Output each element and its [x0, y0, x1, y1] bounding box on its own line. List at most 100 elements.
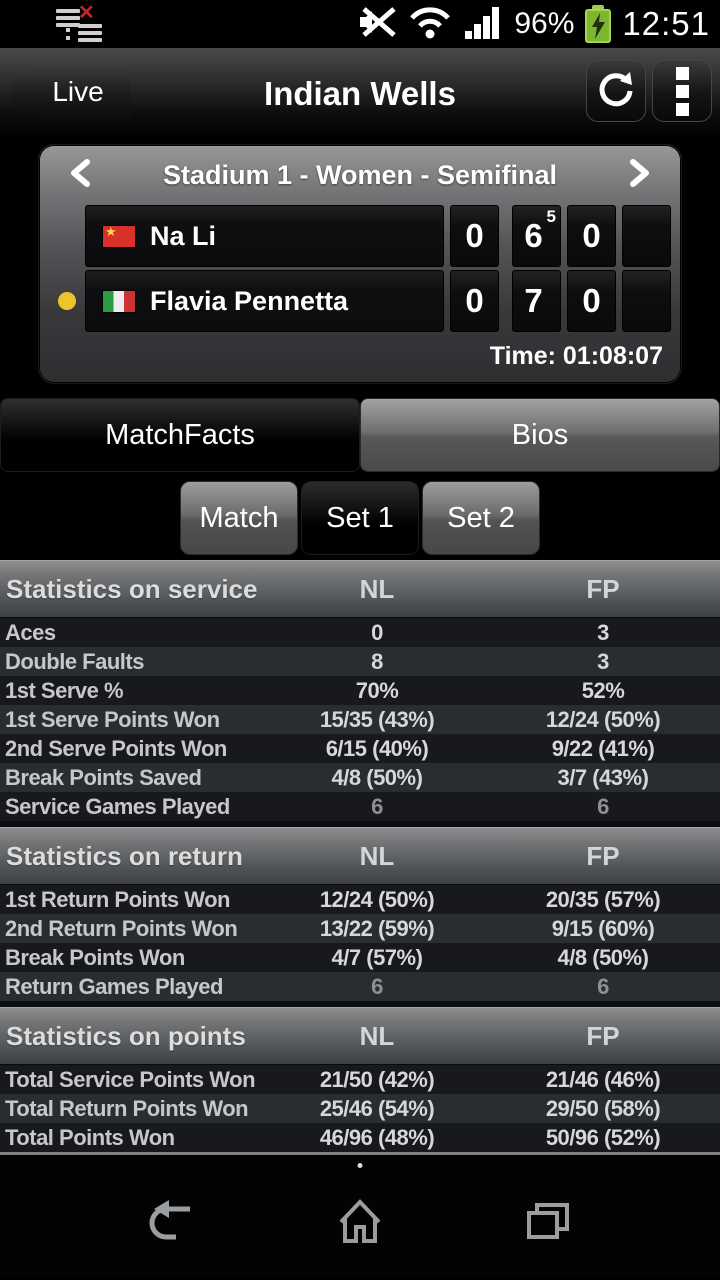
live-back-button[interactable]: Live: [12, 62, 130, 122]
stat-label: 2nd Serve Points Won: [5, 735, 227, 761]
subtab-match[interactable]: Match: [180, 481, 298, 555]
stat-label: Break Points Saved: [5, 764, 202, 790]
home-icon: [335, 1197, 385, 1250]
section-gap: [0, 821, 720, 827]
stat-value-fp: 52%: [581, 677, 625, 703]
content-bottom-divider: [0, 1152, 720, 1155]
player-name: Flavia Pennetta: [150, 285, 349, 316]
points-cell: 0: [450, 270, 499, 332]
statistics-tables: Statistics on service NL FP Aces 0 3 Double Fa…: [0, 560, 720, 1152]
stat-value-fp: 9/15 (60%): [551, 915, 655, 941]
app-header: Live Indian Wells: [0, 48, 720, 140]
stat-label: Total Service Points Won: [5, 1066, 256, 1092]
overflow-menu-button[interactable]: [652, 60, 712, 122]
notification-list-icon: [78, 24, 102, 42]
tab-bios[interactable]: Bios: [360, 398, 720, 472]
stat-value-fp: 3: [597, 619, 609, 645]
stat-row: Service Games Played 6 6: [0, 792, 720, 821]
stat-row: Total Service Points Won 21/50 (42%) 21/46…: [0, 1065, 720, 1094]
nav-home-button[interactable]: [328, 1195, 392, 1251]
stat-row: Break Points Won 4/7 (57%) 4/8 (50%): [0, 943, 720, 972]
stat-value-nl: 25/46 (54%): [319, 1095, 435, 1121]
player-column-header-fp: FP: [586, 573, 620, 604]
stat-row: Aces 0 3: [0, 618, 720, 647]
stats-section-header: Statistics on return NL FP: [0, 827, 720, 885]
scoreboard-panel: Stadium 1 - Women - Semifinal Na Li 0 6 …: [38, 144, 682, 384]
next-match-chevron-icon[interactable]: [627, 158, 653, 193]
main-tabs: MatchFacts Bios: [0, 398, 720, 472]
stat-row: Total Points Won 46/96 (48%) 50/96 (52%): [0, 1123, 720, 1152]
overflow-menu-icon: [675, 66, 689, 116]
stat-value-nl: 46/96 (48%): [319, 1124, 435, 1150]
stat-value-nl: 12/24 (50%): [319, 886, 435, 912]
tab-matchfacts[interactable]: MatchFacts: [0, 398, 360, 472]
stat-row: Total Return Points Won 25/46 (54%) 29/50 …: [0, 1094, 720, 1123]
stat-row: 2nd Return Points Won 13/22 (59%) 9/15 (60…: [0, 914, 720, 943]
stat-value-fp: 3: [597, 648, 609, 674]
stat-label: Total Points Won: [5, 1124, 175, 1150]
stat-label: 1st Return Points Won: [5, 886, 231, 912]
nav-back-button[interactable]: [140, 1195, 204, 1251]
set1-cell: 6 5: [512, 205, 561, 267]
stat-label: Aces: [5, 619, 56, 645]
stat-value-nl: 70%: [355, 677, 399, 703]
stat-value-fp: 20/35 (57%): [545, 886, 661, 912]
set1-cell: 7: [512, 270, 561, 332]
stat-label: 1st Serve %: [5, 677, 124, 703]
set2-cell: 0: [567, 205, 616, 267]
stat-value-nl: 0: [371, 619, 383, 645]
list-dots-icon: [66, 28, 74, 40]
stat-label: Break Points Won: [5, 944, 185, 970]
stat-value-nl: 21/50 (42%): [319, 1066, 435, 1092]
stat-value-nl: 15/35 (43%): [319, 706, 435, 732]
battery-charging-icon: [585, 5, 612, 43]
stat-value-nl: 4/8 (50%): [331, 764, 423, 790]
android-nav-bar: [0, 1155, 720, 1275]
stats-section-title: Statistics on points: [6, 1020, 246, 1051]
stat-value-fp: 6: [597, 793, 609, 819]
stat-row: Break Points Saved 4/8 (50%) 3/7 (43%): [0, 763, 720, 792]
stat-value-nl: 4/7 (57%): [331, 944, 423, 970]
stat-value-fp: 3/7 (43%): [557, 764, 649, 790]
stat-value-fp: 6: [597, 973, 609, 999]
tiebreak-score: 5: [546, 207, 556, 226]
player-column-header-nl: NL: [359, 573, 395, 604]
stat-label: Double Faults: [5, 648, 144, 674]
set3-cell: [622, 205, 671, 267]
player-name: Na Li: [150, 220, 217, 251]
set3-cell: [622, 270, 671, 332]
scroll-indicator-dot: [357, 1163, 363, 1168]
stat-label: Return Games Played: [5, 973, 223, 999]
player-column-header-nl: NL: [359, 840, 395, 871]
section-gap: [0, 1001, 720, 1007]
error-x-icon: ✕: [78, 2, 95, 24]
notification-icons: ✕: [56, 2, 120, 46]
stat-label: 1st Serve Points Won: [5, 706, 220, 732]
stat-value-fp: 9/22 (41%): [551, 735, 655, 761]
stat-value-fp: 21/46 (46%): [545, 1066, 661, 1092]
stat-value-nl: 8: [371, 648, 383, 674]
stats-section-title: Statistics on service: [6, 573, 258, 604]
stat-row: Return Games Played 6 6: [0, 972, 720, 1001]
clock: 12:51: [622, 5, 710, 42]
match-round-title: Stadium 1 - Women - Semifinal: [162, 159, 558, 190]
stat-row: Double Faults 8 3: [0, 647, 720, 676]
page-title: Indian Wells: [264, 75, 456, 112]
stat-label: 2nd Return Points Won: [5, 915, 238, 941]
subtab-set2[interactable]: Set 2: [422, 481, 540, 555]
player-column-header-fp: FP: [586, 840, 620, 871]
stats-section-header: Statistics on service NL FP: [0, 560, 720, 618]
nav-recents-button[interactable]: [516, 1195, 580, 1251]
stat-value-fp: 50/96 (52%): [545, 1124, 661, 1150]
stat-value-nl: 13/22 (59%): [319, 915, 435, 941]
subtab-set1[interactable]: Set 1: [301, 481, 419, 555]
stat-row: 1st Serve Points Won 15/35 (43%) 12/24 (50…: [0, 705, 720, 734]
flag-china-icon: [102, 224, 136, 248]
refresh-button[interactable]: [586, 60, 646, 122]
stat-label: Service Games Played: [5, 793, 230, 819]
prev-match-chevron-icon[interactable]: [67, 158, 93, 193]
stat-value-nl: 6: [371, 793, 383, 819]
stat-label: Total Return Points Won: [5, 1095, 249, 1121]
player-row-flavia-pennetta: Flavia Pennetta 0 7 0: [49, 270, 671, 332]
stat-value-fp: 4/8 (50%): [557, 944, 649, 970]
